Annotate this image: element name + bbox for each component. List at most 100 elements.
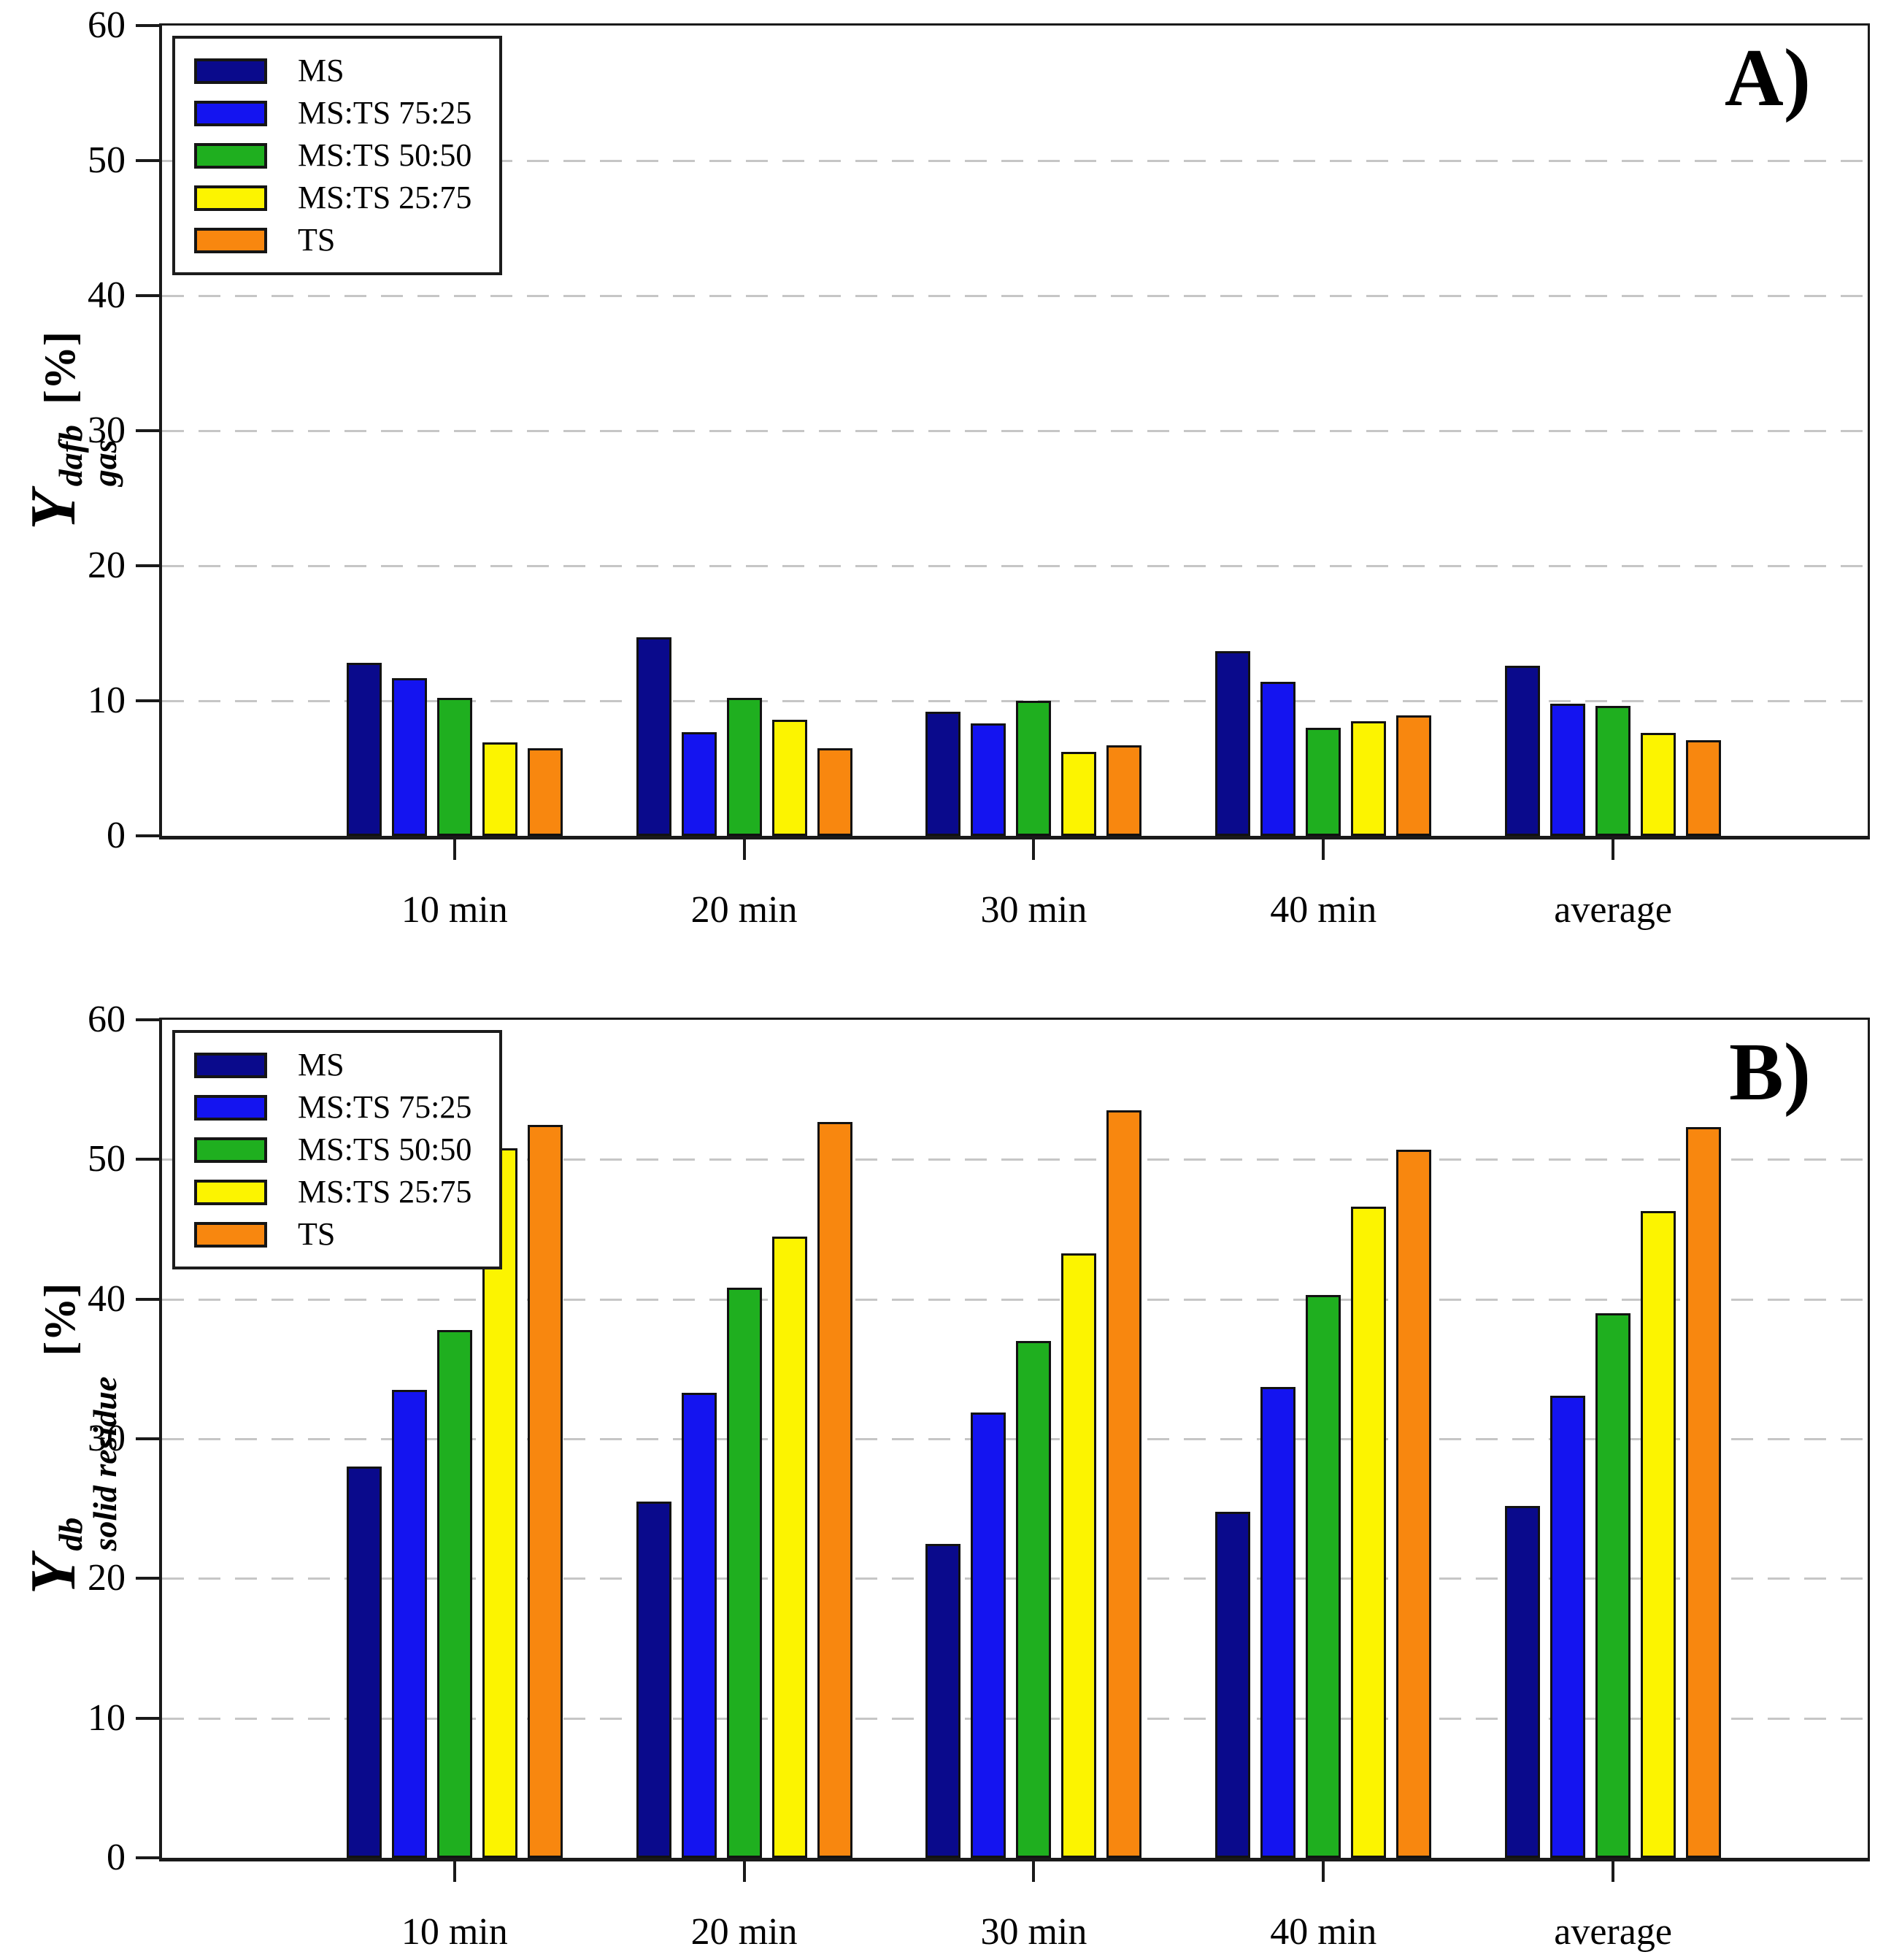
y-axis-tick-10 bbox=[136, 1716, 159, 1720]
bar-MS-TS-75-25-40-min bbox=[1260, 682, 1296, 836]
legend-item-MS-TS-50-50: MS:TS 50:50 bbox=[194, 139, 471, 172]
bar-MS-TS-75-25-40-min bbox=[1260, 1387, 1296, 1858]
bar-MS-TS-25-75-30-min bbox=[1061, 1253, 1097, 1858]
y-axis-tick-50 bbox=[136, 158, 159, 162]
bar-group-20-min bbox=[636, 26, 852, 836]
legend-item-MS-TS-25-75: MS:TS 25:75 bbox=[194, 182, 471, 214]
y-axis-tick-40 bbox=[136, 1297, 159, 1301]
bar-MS-40-min bbox=[1215, 650, 1251, 836]
legend-item-MS-TS-50-50: MS:TS 50:50 bbox=[194, 1134, 471, 1166]
bar-MS-TS-75-25-20-min bbox=[681, 731, 717, 836]
y-axis-tick-0 bbox=[136, 1856, 159, 1859]
gridline-y10 bbox=[162, 700, 1868, 702]
legend-label: TS bbox=[298, 1216, 336, 1252]
legend-item-TS: TS bbox=[194, 224, 471, 256]
legend-label: MS bbox=[298, 53, 344, 88]
gridline-y10 bbox=[162, 1717, 1868, 1720]
x-axis-tick-30-min bbox=[1032, 839, 1036, 860]
bar-MS-TS-50-50-30-min bbox=[1016, 701, 1052, 836]
bar-MS-40-min bbox=[1215, 1511, 1251, 1858]
bar-MS-30-min bbox=[925, 711, 961, 836]
x-axis-tick-average bbox=[1612, 1861, 1615, 1882]
legend-label: TS bbox=[298, 222, 336, 258]
bar-TS-average bbox=[1686, 739, 1722, 836]
bar-MS-10-min bbox=[346, 663, 382, 836]
bar-MS-TS-75-25-average bbox=[1550, 1395, 1586, 1858]
y-axis-unit: [%] bbox=[36, 331, 85, 404]
bar-MS-TS-75-25-average bbox=[1550, 703, 1586, 836]
bar-MS-10-min bbox=[346, 1467, 382, 1858]
legend-swatch-MS-TS-50-50 bbox=[194, 1137, 267, 1163]
y-axis-tick-60 bbox=[136, 1018, 159, 1021]
y-axis-tick-20 bbox=[136, 564, 159, 567]
bar-MS-TS-50-50-10-min bbox=[436, 1329, 472, 1858]
y-axis-tick-label-30: 30 bbox=[88, 1418, 126, 1459]
y-axis-tick-label-30: 30 bbox=[88, 410, 126, 451]
y-axis-superscript: db bbox=[52, 1517, 90, 1551]
y-axis-tick-label-0: 0 bbox=[107, 815, 126, 856]
y-axis-tick-label-60: 60 bbox=[88, 4, 126, 46]
bar-group-10-min bbox=[346, 1020, 563, 1858]
y-axis-supsub: db solid residue bbox=[52, 1377, 123, 1551]
y-axis-tick-label-10: 10 bbox=[88, 680, 126, 721]
legend-label: MS:TS 50:50 bbox=[298, 137, 472, 173]
legend-item-MS-TS-75-25: MS:TS 75:25 bbox=[194, 1091, 471, 1123]
x-axis-label-40-min: 40 min bbox=[1270, 1911, 1377, 1953]
bar-MS-TS-75-25-10-min bbox=[391, 677, 427, 836]
gridline-y20 bbox=[162, 1577, 1868, 1580]
bar-MS-TS-50-50-40-min bbox=[1306, 1294, 1341, 1858]
bar-TS-40-min bbox=[1396, 715, 1432, 836]
legend-swatch-MS-TS-75-25 bbox=[194, 1094, 267, 1121]
bar-TS-30-min bbox=[1106, 1110, 1142, 1858]
bar-MS-TS-50-50-20-min bbox=[726, 1288, 762, 1858]
y-axis-symbol: Y bbox=[18, 491, 90, 531]
legend-label: MS:TS 75:25 bbox=[298, 95, 472, 131]
bar-TS-40-min bbox=[1396, 1149, 1432, 1858]
x-axis-label-10-min: 10 min bbox=[401, 889, 508, 931]
bar-MS-TS-25-75-average bbox=[1641, 733, 1676, 836]
legend-a: MS MS:TS 75:25 MS:TS 50:50 MS:TS 25:75 TS bbox=[172, 36, 503, 275]
gridline-y30 bbox=[162, 430, 1868, 432]
y-axis-tick-label-10: 10 bbox=[88, 1696, 126, 1739]
y-axis-subscript: gas bbox=[86, 439, 123, 487]
x-axis-label-20-min: 20 min bbox=[690, 1911, 798, 1953]
y-axis-tick-60 bbox=[136, 24, 159, 27]
x-axis-tick-10-min bbox=[453, 839, 456, 860]
y-axis-tick-50 bbox=[136, 1158, 159, 1161]
bar-MS-average bbox=[1505, 1505, 1541, 1858]
bar-TS-20-min bbox=[817, 748, 852, 836]
bar-MS-TS-25-75-20-min bbox=[771, 719, 807, 836]
bar-MS-TS-25-75-40-min bbox=[1351, 720, 1387, 836]
y-axis-tick-30 bbox=[136, 429, 159, 432]
x-axis-tick-average bbox=[1612, 839, 1615, 860]
y-axis-tick-label-60: 60 bbox=[88, 999, 126, 1040]
gridline-y30 bbox=[162, 1438, 1868, 1440]
y-axis-unit: [%] bbox=[36, 1283, 85, 1356]
bar-group-40-min bbox=[1215, 1020, 1432, 1858]
legend-swatch-TS bbox=[194, 227, 267, 253]
bar-MS-TS-25-75-30-min bbox=[1061, 752, 1097, 836]
bar-MS-average bbox=[1505, 665, 1541, 836]
legend-swatch-MS bbox=[194, 58, 267, 84]
gridline-y40 bbox=[162, 1298, 1868, 1301]
legend-swatch-MS-TS-50-50 bbox=[194, 142, 267, 169]
legend-item-MS: MS bbox=[194, 1049, 471, 1081]
x-axis-tick-10-min bbox=[453, 1861, 456, 1882]
bar-MS-TS-25-75-20-min bbox=[771, 1236, 807, 1858]
bar-group-average bbox=[1505, 1020, 1722, 1858]
bar-TS-30-min bbox=[1106, 745, 1142, 836]
y-axis-tick-label-50: 50 bbox=[88, 139, 126, 181]
y-axis-tick-label-20: 20 bbox=[88, 1557, 126, 1599]
bar-MS-TS-75-25-20-min bbox=[681, 1392, 717, 1858]
legend-item-MS-TS-25-75: MS:TS 25:75 bbox=[194, 1176, 471, 1208]
legend-swatch-MS-TS-25-75 bbox=[194, 185, 267, 211]
gridline-y50 bbox=[162, 1158, 1868, 1161]
legend-label: MS:TS 75:25 bbox=[298, 1089, 472, 1125]
y-axis-tick-10 bbox=[136, 699, 159, 702]
legend-label: MS:TS 50:50 bbox=[298, 1131, 472, 1167]
x-axis-label-average: average bbox=[1554, 1911, 1672, 1953]
bar-MS-TS-50-50-40-min bbox=[1306, 728, 1341, 836]
y-axis-superscript: dafb bbox=[52, 424, 90, 487]
